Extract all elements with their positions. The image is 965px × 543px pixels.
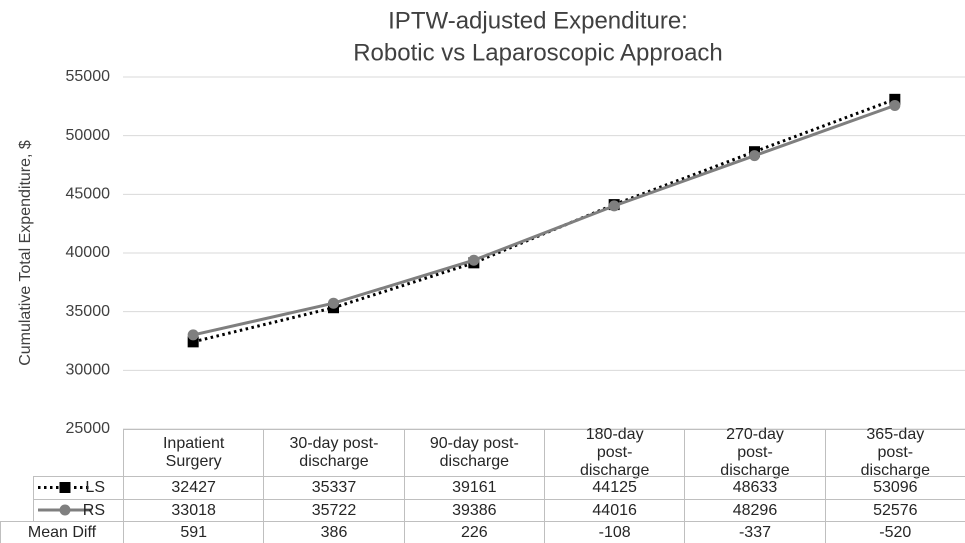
- y-tick-label: 40000: [66, 244, 111, 261]
- table-value: -337: [684, 521, 826, 543]
- y-tick-label: 35000: [66, 303, 111, 320]
- marker: [889, 93, 901, 105]
- marker: [187, 329, 199, 341]
- marker: [187, 336, 199, 348]
- table-value: 48296: [684, 499, 826, 522]
- y-tick-label: 30000: [66, 362, 111, 379]
- table-value: 35722: [263, 499, 405, 522]
- legend-marker: [59, 482, 71, 493]
- table-value: 53096: [824, 476, 965, 500]
- category-header: 365-day post-discharge: [824, 426, 965, 479]
- legend-label: LS: [85, 479, 105, 496]
- table-value: -520: [824, 521, 965, 543]
- table-value: 52576: [824, 499, 965, 522]
- table-value: -108: [544, 521, 686, 543]
- legend-label: RS: [82, 501, 105, 519]
- chart-title: Robotic vs Laparoscopic Approach: [353, 39, 723, 66]
- y-tick-label: 50000: [66, 127, 111, 144]
- marker: [468, 254, 480, 266]
- table-value: 39386: [403, 499, 545, 522]
- marker: [889, 99, 901, 111]
- row-label: Mean Diff: [0, 521, 124, 543]
- category-header: 180-day post-discharge: [544, 426, 686, 479]
- marker: [328, 297, 339, 309]
- legend-cell: LS: [33, 476, 124, 500]
- category-header: Inpatient Surgery: [123, 429, 265, 477]
- table-value: 33018: [123, 499, 265, 522]
- table-value: 44016: [544, 499, 686, 522]
- y-tick-label: 45000: [66, 186, 111, 203]
- table-value: 226: [403, 521, 545, 543]
- marker: [749, 150, 760, 162]
- chart-title: IPTW-adjusted Expenditure:: [388, 7, 688, 34]
- table-value: 386: [263, 521, 405, 543]
- table-value: 48633: [684, 476, 826, 500]
- legend-marker: [59, 504, 71, 516]
- y-tick-label: 55000: [66, 68, 111, 85]
- y-axis-title: Cumulative Total Expenditure, $: [17, 140, 34, 366]
- category-header: 30-day post-discharge: [263, 429, 405, 477]
- series-line: [192, 104, 896, 337]
- table-value: 44125: [544, 476, 686, 500]
- category-header: 270-day post-discharge: [684, 426, 826, 479]
- table-value: 39161: [403, 476, 545, 500]
- marker: [608, 200, 620, 212]
- legend-cell: RS: [33, 499, 124, 522]
- y-tick-label: 25000: [66, 420, 111, 437]
- table-value: 32427: [123, 476, 265, 500]
- table-value: 35337: [263, 476, 405, 500]
- table-value: 591: [123, 521, 265, 543]
- category-header: 90-day post-discharge: [403, 429, 545, 477]
